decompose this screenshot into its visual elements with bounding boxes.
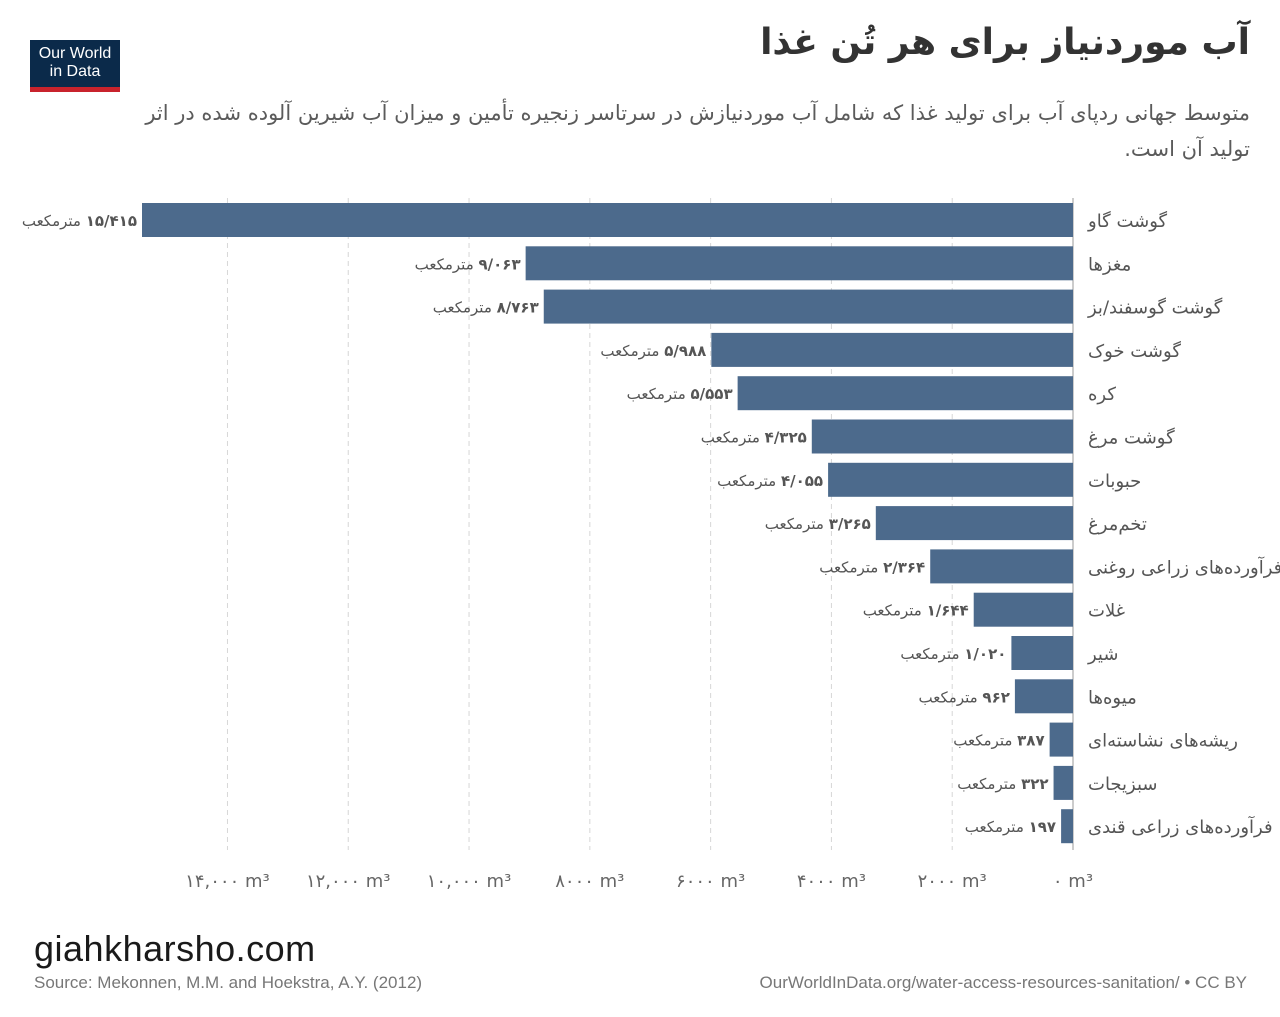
category-label: گوشت گوسفند/بز <box>1087 297 1223 319</box>
value-label: ۱۵/۴۱۵ مترمکعب <box>22 212 137 230</box>
x-tick-label: ۱۰,۰۰۰ m³ <box>427 871 512 892</box>
category-label: شیر <box>1087 644 1118 665</box>
bar <box>1061 809 1073 844</box>
value-label: ۵/۵۵۳ مترمکعب <box>627 385 733 403</box>
chart-title: آب موردنیاز برای هر تُن غذا <box>760 22 1250 63</box>
bar <box>737 376 1073 411</box>
x-tick-label: ۱۴,۰۰۰ m³ <box>185 871 270 892</box>
owid-logo: Our World in Data <box>30 40 120 92</box>
value-label: ۸/۷۶۳ مترمکعب <box>433 299 539 317</box>
value-label: ۲/۳۶۴ مترمکعب <box>819 558 925 576</box>
logo-line-1: Our World <box>38 45 112 62</box>
chart-subtitle: متوسط جهانی ردپای آب برای تولید غذا که ش… <box>145 101 1250 161</box>
bar-chart: گوشت گاو ۱۵/۴۱۵ مترمکعب مغزها ۹/۰۶۳ مترمکعب… <box>22 198 1280 892</box>
bar <box>711 332 1073 367</box>
category-label: میوه‌ها <box>1088 687 1137 708</box>
source-note: Source: Mekonnen, M.M. and Hoekstra, A.Y… <box>34 973 423 992</box>
value-label: ۴/۰۵۵ مترمکعب <box>717 472 823 490</box>
source-url[interactable]: OurWorldInData.org/water-access-resource… <box>759 973 1247 992</box>
category-label: ریشه‌های نشاسته‌ای <box>1088 731 1238 752</box>
value-label: ۱/۶۴۴ مترمکعب <box>863 602 969 620</box>
category-label: گوشت خوک <box>1088 340 1181 362</box>
watermark: giahkharsho.com <box>34 928 316 969</box>
bar <box>930 549 1073 584</box>
value-label: ۴/۳۲۵ مترمکعب <box>701 429 807 447</box>
value-label: ۹۶۲ مترمکعب <box>919 688 1010 706</box>
value-label: ۳۲۲ مترمکعب <box>957 775 1048 793</box>
value-label: ۱۹۷ مترمکعب <box>965 818 1056 836</box>
category-label: گوشت مرغ <box>1088 427 1175 449</box>
x-tick-label: ۶۰۰۰ m³ <box>676 871 745 892</box>
category-label: سبزیجات <box>1088 774 1158 795</box>
category-label: فرآورده‌های زراعی روغنی <box>1088 555 1280 578</box>
category-label: فرآورده‌های زراعی قندی <box>1088 815 1273 838</box>
bar <box>543 289 1073 324</box>
x-tick-label: ۱۲,۰۰۰ m³ <box>306 871 391 892</box>
category-label: حبوبات <box>1088 471 1141 492</box>
x-tick-label: ۴۰۰۰ m³ <box>797 871 866 892</box>
bar <box>1053 765 1073 800</box>
x-tick-label: ۲۰۰۰ m³ <box>918 871 987 892</box>
bar <box>811 419 1073 454</box>
value-label: ۳۸۷ مترمکعب <box>953 732 1044 750</box>
category-label: تخم‌مرغ <box>1088 514 1147 535</box>
bar <box>142 203 1073 237</box>
bar <box>1014 679 1073 714</box>
value-label: ۱/۰۲۰ مترمکعب <box>900 645 1006 663</box>
category-label: مغزها <box>1088 254 1131 275</box>
value-label: ۵/۹۸۸ مترمکعب <box>600 342 706 360</box>
value-label: ۳/۲۶۵ مترمکعب <box>765 515 871 533</box>
value-label: ۹/۰۶۳ مترمکعب <box>415 255 521 273</box>
category-label: گوشت گاو <box>1087 210 1168 232</box>
x-tick-label: ۰ m³ <box>1053 871 1093 892</box>
category-label: کره <box>1088 384 1116 405</box>
x-tick-label: ۸۰۰۰ m³ <box>555 871 624 892</box>
bar <box>875 506 1073 541</box>
logo-line-2: in Data <box>49 63 101 80</box>
bar <box>1049 722 1073 757</box>
bar <box>828 462 1073 497</box>
category-label: غلات <box>1088 601 1125 622</box>
bar <box>973 592 1073 627</box>
bar <box>525 246 1073 281</box>
bar <box>1011 636 1073 670</box>
